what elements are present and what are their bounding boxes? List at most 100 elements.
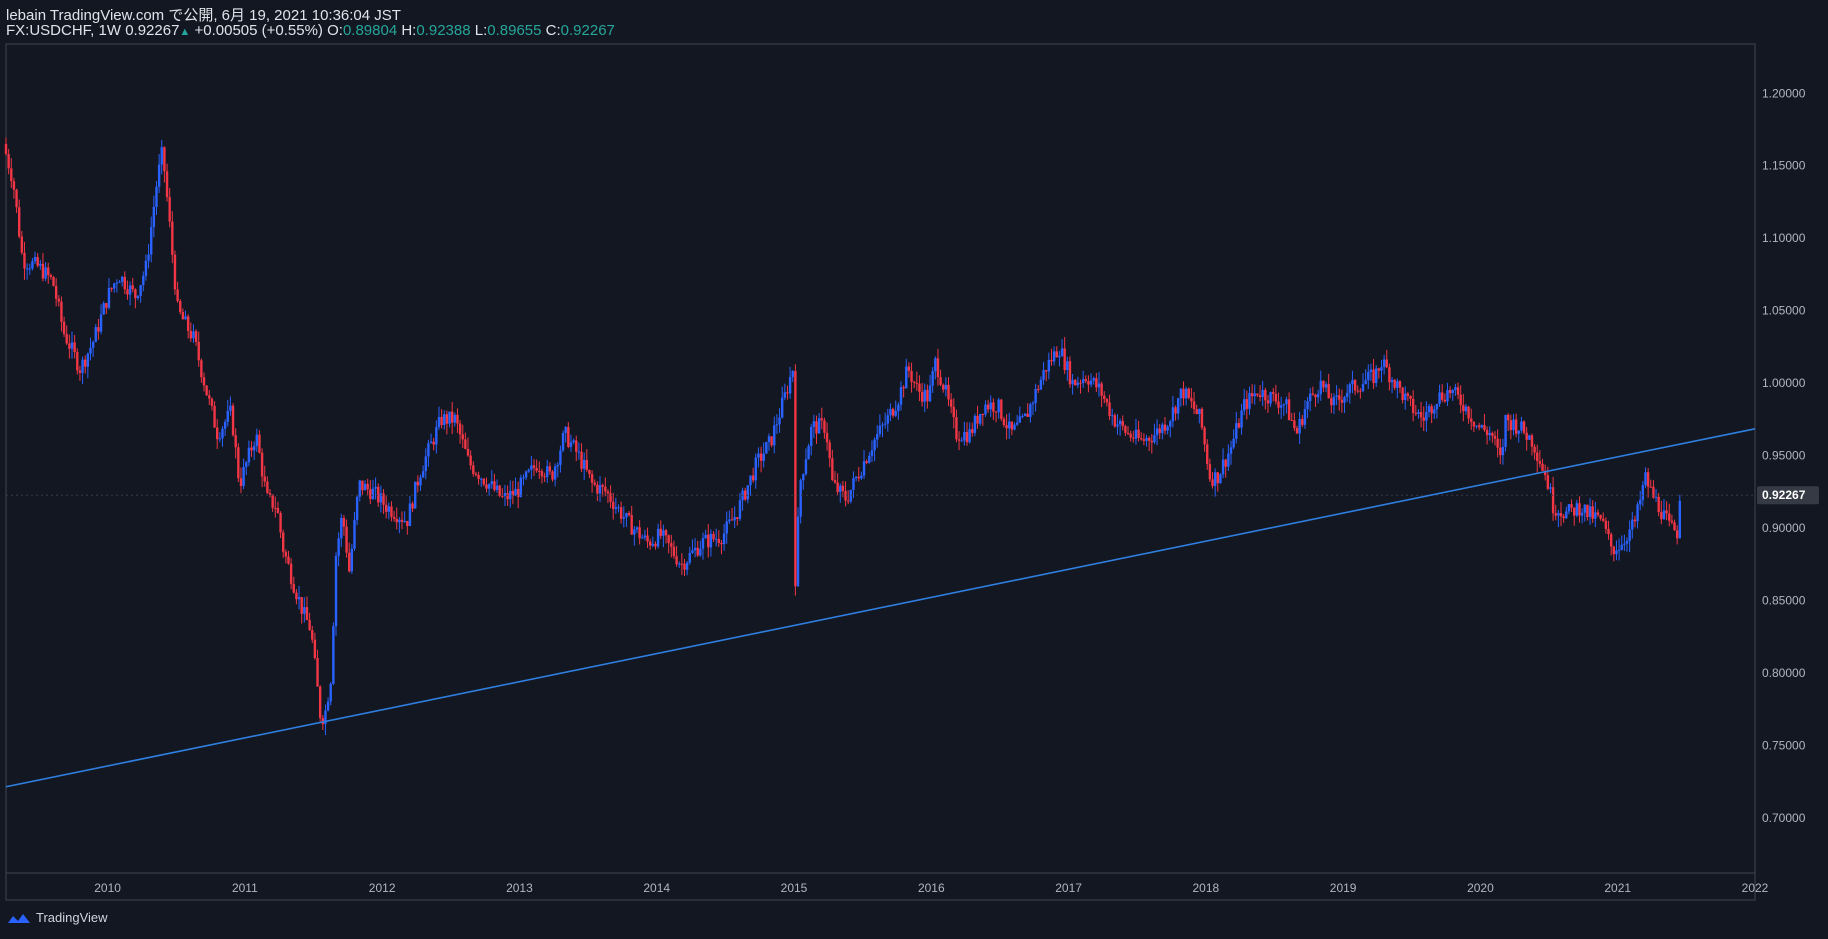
candle-body <box>453 414 457 423</box>
candle-body <box>443 414 446 426</box>
candle-body <box>791 371 794 378</box>
time-tick-label: 2021 <box>1604 881 1631 895</box>
candle-body <box>1216 472 1219 484</box>
candle-body <box>1594 512 1597 519</box>
price-tick-label: 1.15000 <box>1762 159 1806 173</box>
candle-body <box>437 416 441 428</box>
candle-body <box>614 507 618 509</box>
candle-body <box>274 507 277 509</box>
candle-body <box>421 471 425 478</box>
candle-body <box>1293 420 1296 429</box>
candle-body <box>369 489 372 500</box>
candle-body <box>1509 420 1513 431</box>
tradingview-logo[interactable]: TradingView <box>6 910 108 925</box>
trendline[interactable] <box>5 428 1756 788</box>
candle-body <box>1369 369 1373 372</box>
price-axis[interactable]: 0.70000 0.75000 0.80000 0.85000 0.90000 0.950… <box>1762 86 1806 825</box>
candle-body <box>1557 513 1560 516</box>
candle-body <box>358 480 361 497</box>
candle-body <box>1668 513 1671 521</box>
candle-body <box>1108 402 1111 417</box>
candle-body <box>186 316 190 331</box>
candle-body <box>208 395 211 399</box>
candle-body <box>448 411 451 424</box>
candle-body <box>952 406 955 418</box>
candle-body <box>622 517 625 519</box>
candle-body <box>894 410 897 416</box>
candle-body <box>1113 415 1117 427</box>
candle-body <box>1464 406 1468 412</box>
candle-body <box>1015 422 1019 425</box>
candle-body <box>65 333 68 344</box>
candle-body <box>1335 395 1338 397</box>
candle-body <box>1401 387 1404 401</box>
candle-body <box>482 478 486 485</box>
candle-body <box>36 256 39 266</box>
candle-body <box>1169 421 1172 427</box>
candle-body <box>282 532 285 552</box>
candle-body <box>881 424 884 426</box>
candle-body <box>1279 405 1283 408</box>
candle-body <box>1565 511 1568 519</box>
candle-body <box>1116 424 1119 427</box>
candle-body <box>688 552 691 563</box>
candle-body <box>897 404 900 411</box>
candle-body <box>883 423 887 425</box>
candle-body <box>353 519 356 549</box>
close-label: C: <box>545 22 561 39</box>
candle-body <box>1145 437 1148 441</box>
candle-body <box>292 583 295 593</box>
candle-body <box>704 534 707 539</box>
candle-body <box>150 227 153 255</box>
candle-body <box>210 398 214 406</box>
candle-body <box>1546 475 1550 489</box>
candle-body <box>1248 393 1251 409</box>
chart-frame <box>5 43 1756 901</box>
candle-body <box>213 405 216 428</box>
candle-body <box>928 385 932 402</box>
candle-body <box>1356 390 1359 392</box>
candle-body <box>1641 485 1645 500</box>
candle-body <box>1285 399 1288 405</box>
candle-body <box>258 434 261 453</box>
candle-body <box>414 481 417 509</box>
candle-body <box>1256 393 1259 396</box>
time-axis[interactable]: 2010 2011 2012 2013 2014 2015 2016 2017 2018 2019… <box>94 881 1768 895</box>
candle-body <box>1375 368 1378 384</box>
candle-body <box>142 275 145 286</box>
symbol-label[interactable]: FX:USDCHF, 1W <box>6 22 122 39</box>
candle-body <box>1253 393 1256 397</box>
candle-body <box>231 405 235 436</box>
candle-body <box>1187 388 1190 398</box>
candle-body <box>997 399 1000 413</box>
candle-body <box>567 426 570 447</box>
candle-body <box>701 538 705 549</box>
candle-body <box>1549 487 1552 489</box>
candle-body <box>316 658 319 687</box>
candle-body <box>1662 510 1666 520</box>
candle-body <box>765 442 768 454</box>
candle-body <box>493 481 496 490</box>
candle-body <box>1203 427 1206 445</box>
candle-body <box>200 360 203 378</box>
candle-body <box>115 282 119 284</box>
candle-body <box>807 446 810 460</box>
candle-body <box>52 277 55 286</box>
candle-body <box>1047 359 1051 372</box>
candle-body <box>596 484 599 494</box>
time-tick-label: 2014 <box>643 881 670 895</box>
price-tick-label: 0.70000 <box>1762 811 1806 825</box>
candle-body <box>1150 440 1153 443</box>
price-tick-label: 0.80000 <box>1762 666 1806 680</box>
time-tick-label: 2013 <box>506 881 533 895</box>
candle-body <box>1031 403 1035 405</box>
candle-body <box>20 236 24 253</box>
candle-body <box>113 283 116 289</box>
candle-body <box>348 552 351 572</box>
candle-body <box>778 417 781 425</box>
candle-body <box>556 464 559 467</box>
candle-body <box>1050 359 1053 362</box>
candle-body <box>683 563 686 570</box>
candle-body <box>749 475 752 486</box>
